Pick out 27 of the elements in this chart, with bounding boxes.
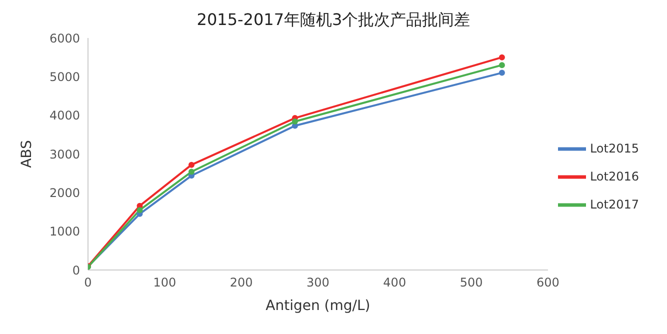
legend-label: Lot2017: [590, 197, 639, 212]
y-tick-label: 2000: [49, 186, 80, 200]
y-tick-label: 0: [72, 263, 80, 278]
legend-label: Lot2015: [590, 141, 639, 156]
x-tick-label: 200: [230, 276, 253, 290]
point: [188, 168, 194, 175]
y-tick-label: 3000: [49, 147, 80, 162]
point: [136, 207, 143, 214]
y-tick-label: 5000: [49, 70, 80, 84]
x-tick-label: 600: [536, 276, 560, 290]
point: [188, 162, 194, 168]
legend-label: Lot2016: [590, 169, 639, 184]
point: [498, 70, 505, 76]
y-axis-title: ABS: [18, 140, 35, 168]
y-tick-label: 6000: [49, 31, 80, 46]
y-tick-label: 4000: [49, 108, 80, 123]
x-tick-label: 0: [84, 276, 92, 290]
point: [498, 54, 505, 60]
x-tick-label: 400: [383, 276, 406, 290]
x-tick-label: 300: [306, 276, 330, 290]
x-tick-label: 100: [153, 276, 176, 290]
x-tick-label: 500: [460, 276, 483, 290]
point: [292, 118, 298, 125]
x-axis-title: Antigen (mg/L): [266, 298, 370, 314]
y-tick-label: 1000: [49, 224, 80, 239]
point: [498, 62, 505, 68]
chart-title: 2015-2017年随机3个批次产品批间差: [196, 10, 472, 31]
